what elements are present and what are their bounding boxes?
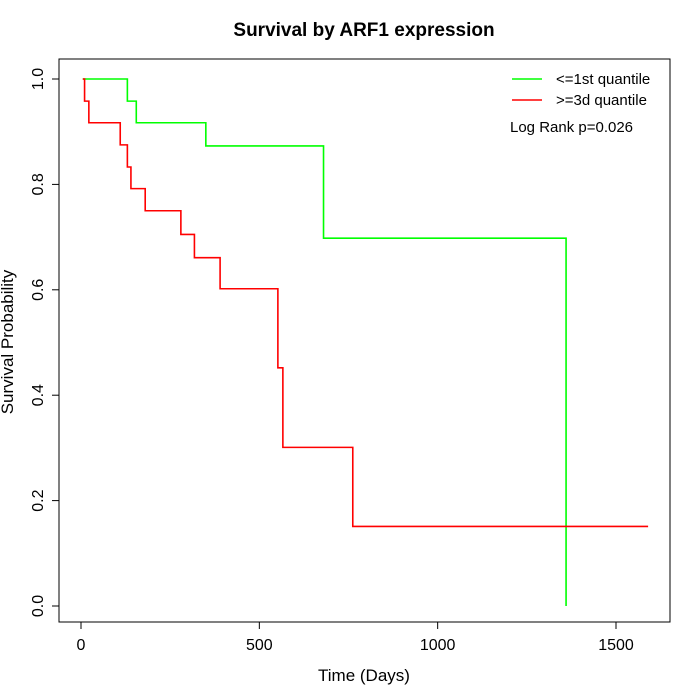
series-layer — [82, 78, 649, 606]
series-line-high-quantile — [82, 78, 649, 528]
x-tick-label: 0 — [77, 637, 86, 654]
x-tick-label: 1500 — [598, 637, 634, 654]
y-tick-label: 1.0 — [30, 68, 47, 90]
legend-label-high-quantile: >=3d quantile — [556, 92, 647, 109]
y-tick-label: 0.4 — [30, 384, 47, 406]
chart-title: Survival by ARF1 expression — [233, 20, 494, 41]
y-axis: 0.0 0.2 0.4 0.6 0.8 1.0 — [30, 68, 59, 617]
y-tick-label: 0.0 — [30, 595, 47, 617]
x-tick-label: 1000 — [420, 637, 456, 654]
legend: <=1st quantile >=3d quantile — [512, 71, 650, 109]
y-tick-label: 0.8 — [30, 173, 47, 195]
y-tick-label: 0.2 — [30, 489, 47, 511]
log-rank-annotation: Log Rank p=0.026 — [510, 119, 633, 136]
y-tick-label: 0.6 — [30, 279, 47, 301]
series-line-low-quantile — [82, 78, 567, 606]
x-axis: 0 500 1000 1500 — [77, 622, 634, 654]
x-axis-label: Time (Days) — [318, 666, 410, 685]
x-tick-label: 500 — [246, 637, 273, 654]
legend-label-low-quantile: <=1st quantile — [556, 71, 650, 88]
y-axis-label: Survival Probability — [0, 269, 17, 414]
plot-frame — [58, 58, 671, 623]
